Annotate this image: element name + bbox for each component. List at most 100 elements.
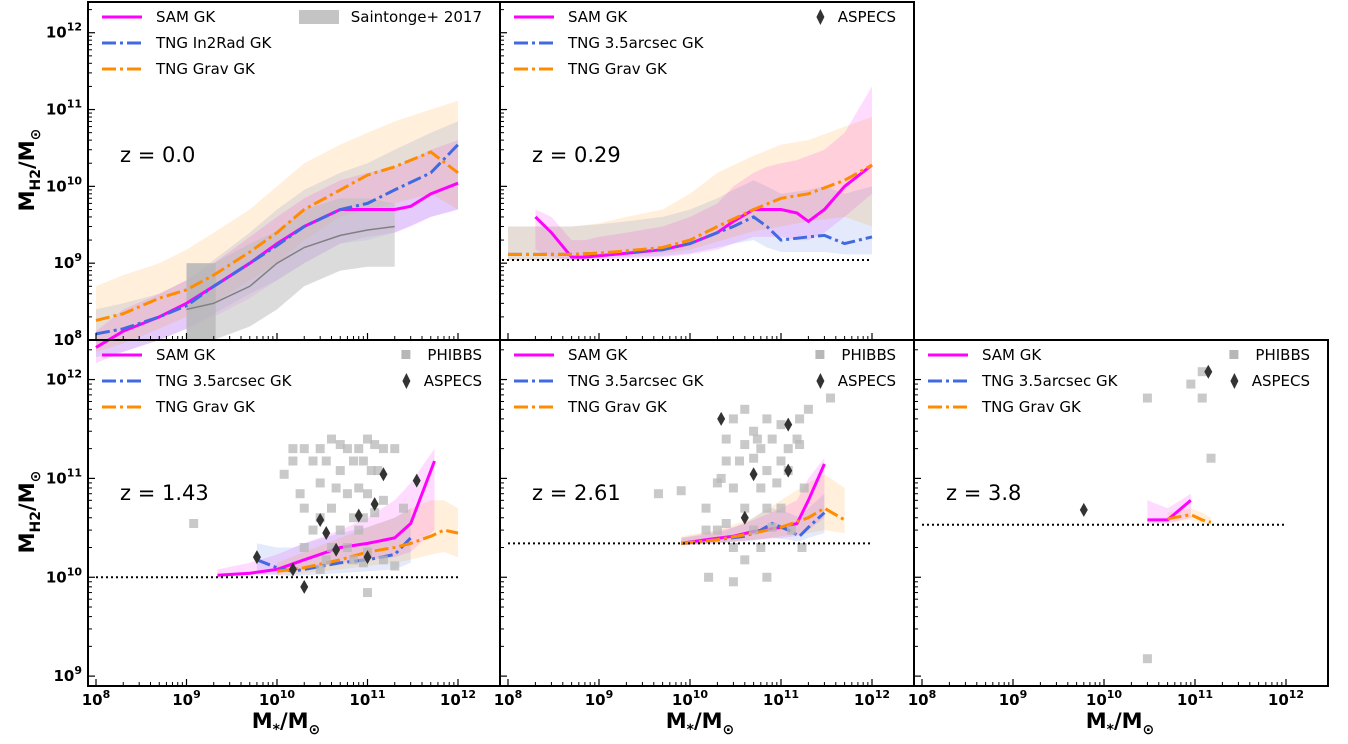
aspecs-point <box>1204 364 1213 379</box>
line-tng-in2rad-gk <box>95 143 460 336</box>
legend-label: PHIBBS <box>1255 346 1310 364</box>
phibbs-point <box>762 503 772 513</box>
phibbs-point <box>315 478 325 488</box>
phibbs-point <box>1197 393 1207 403</box>
phibbs-point <box>390 444 400 454</box>
phibbs-point <box>390 561 400 571</box>
x-axis-title-3: M*/M⊙ <box>1086 709 1155 738</box>
phibbs-point <box>803 404 813 414</box>
phibbs-point <box>331 483 341 493</box>
phibbs-point <box>288 456 298 466</box>
redshift-label: z = 3.8 <box>946 481 1021 505</box>
phibbs-point <box>299 503 309 513</box>
aspecs-point <box>363 550 372 565</box>
x-tick-label: 108 <box>82 688 111 709</box>
phibbs-point <box>358 513 368 523</box>
phibbs-point <box>676 486 686 496</box>
y-tick-label: 1012 <box>46 368 82 389</box>
legend-label: TNG Grav GK <box>981 398 1082 416</box>
line-sam-gk <box>217 460 436 577</box>
phibbs-point <box>756 444 766 454</box>
legend-swatch <box>402 373 411 389</box>
phibbs-point <box>373 466 383 476</box>
x-tick-label: 1010 <box>672 688 709 709</box>
legend-label: ASPECS <box>424 372 482 390</box>
phibbs-point <box>740 503 750 513</box>
y-tick-label: 109 <box>53 664 82 685</box>
x-tick-label: 1012 <box>440 688 476 709</box>
phibbs-point <box>308 525 318 535</box>
legend-swatch <box>816 9 825 25</box>
phibbs-point <box>740 404 750 414</box>
phibbs-point <box>728 414 738 424</box>
legend: SAM GK TNG 3.5arcsec GK TNG Grav GK PHIBBS A… <box>102 346 482 416</box>
phibbs-point <box>740 440 750 450</box>
phibbs-point <box>321 555 331 565</box>
phibbs-point <box>354 483 364 493</box>
phibbs-point <box>363 434 372 444</box>
redshift-label: z = 2.61 <box>532 481 621 505</box>
phibbs-point <box>315 444 325 454</box>
aspecs-point <box>252 550 261 565</box>
y-tick-label: 1012 <box>46 21 82 42</box>
phibbs-point <box>358 558 368 568</box>
phibbs-point <box>348 555 358 565</box>
aspecs-point <box>332 542 341 557</box>
phibbs-point <box>295 489 305 499</box>
phibbs-point <box>776 503 786 513</box>
band-tng-grav-gk <box>508 117 872 260</box>
x-tick-label: 1010 <box>259 688 296 709</box>
y-tick-label: 109 <box>53 251 82 272</box>
phibbs-point <box>348 513 358 523</box>
panel-z029: z = 0.29 SAM GK TNG 3.5arcsec GK TNG Grav G… <box>499 1 915 341</box>
y-tick-label: 1010 <box>46 565 83 586</box>
aspecs-point <box>379 467 388 482</box>
aspecs-point <box>784 417 793 432</box>
x-tick-label: 109 <box>172 688 201 709</box>
legend-swatch <box>401 350 411 359</box>
phibbs-point <box>752 434 762 444</box>
y-axis-title-top-text: MH2/M⊙ <box>15 129 44 212</box>
phibbs-point <box>370 440 380 450</box>
x-tick-label: 1011 <box>763 688 799 709</box>
legend: SAM GK TNG In2Rad GK TNG Grav GK Saintonge+… <box>102 8 482 78</box>
band-saintonge-2017 <box>186 198 395 340</box>
phibbs-point <box>756 483 766 493</box>
x-tick-label: 109 <box>585 688 614 709</box>
legend-label: SAM GK <box>568 8 628 26</box>
legend-swatch <box>816 373 825 389</box>
aspecs-point <box>749 467 758 482</box>
legend-label: PHIBBS <box>841 346 896 364</box>
legend-label: TNG Grav GK <box>155 398 256 416</box>
legend-label: TNG 3.5arcsec GK <box>981 372 1119 390</box>
phibbs-point <box>712 525 722 535</box>
x-tick-label: 108 <box>494 688 523 709</box>
phibbs-point <box>342 444 352 454</box>
phibbs-point <box>797 542 807 552</box>
phibbs-point <box>335 466 345 476</box>
phibbs-point <box>378 444 388 454</box>
phibbs-point <box>704 572 714 582</box>
phibbs-point <box>767 522 777 532</box>
phibbs-point <box>1142 393 1152 403</box>
phibbs-point <box>1186 379 1196 389</box>
legend-label: SAM GK <box>156 346 216 364</box>
x-tick-label: 109 <box>999 688 1028 709</box>
legend-label: Saintonge+ 2017 <box>351 8 482 26</box>
phibbs-point <box>653 489 663 499</box>
legend-label: TNG Grav GK <box>155 60 256 78</box>
phibbs-point <box>366 466 376 476</box>
phibbs-point <box>721 518 731 528</box>
y-tick-label: 108 <box>53 328 82 349</box>
y-tick-label: 1011 <box>46 98 82 119</box>
phibbs-point <box>728 577 738 587</box>
redshift-label: z = 1.43 <box>120 481 209 505</box>
phibbs-point <box>308 456 318 466</box>
aspecs-point <box>717 411 726 426</box>
phibbs-point <box>354 525 364 535</box>
phibbs-point <box>342 542 352 552</box>
band-sam-gk <box>217 448 435 577</box>
legend: SAM GK TNG 3.5arcsec GK TNG Grav GK PHIBBS A… <box>514 346 896 416</box>
